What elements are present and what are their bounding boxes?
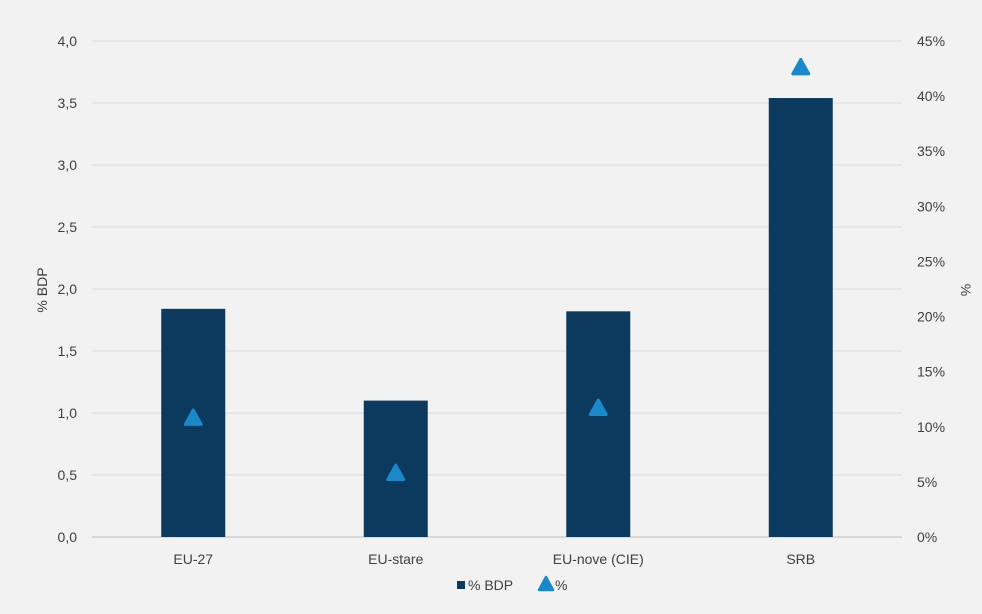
left-tick-label: 0,0 [58, 529, 78, 545]
right-tick-label: 25% [917, 253, 945, 269]
category-label: EU-nove (CIE) [553, 551, 644, 567]
gridlines [92, 40, 902, 538]
left-axis-title: % BDP [34, 267, 50, 312]
left-tick-label: 2,0 [58, 281, 78, 297]
right-tick-label: 45% [917, 33, 945, 49]
left-axis-ticks: 0,0 0,5 1,0 1,5 2,0 2,5 3,0 3,5 4,0 [58, 33, 78, 545]
right-tick-label: 5% [917, 474, 937, 490]
marker-series [183, 57, 811, 481]
right-tick-label: 15% [917, 364, 945, 380]
legend-bar-label: % BDP [468, 577, 513, 593]
bar [566, 311, 631, 537]
left-tick-label: 3,5 [58, 95, 78, 111]
triangle-marker [183, 408, 203, 426]
legend-bar-swatch [457, 581, 465, 589]
left-tick-label: 0,5 [58, 467, 78, 483]
category-label: SRB [786, 551, 815, 567]
legend-marker-label: % [555, 577, 567, 593]
bar [768, 98, 833, 537]
category-label: EU-stare [368, 551, 423, 567]
category-label: EU-27 [173, 551, 213, 567]
triangle-marker [386, 463, 406, 481]
left-tick-label: 2,5 [58, 219, 78, 235]
legend-marker-swatch [537, 575, 555, 592]
left-tick-label: 3,0 [58, 157, 78, 173]
triangle-marker [791, 57, 811, 76]
bar-series [161, 98, 833, 537]
right-tick-label: 10% [917, 419, 945, 435]
left-tick-label: 4,0 [58, 33, 78, 49]
right-tick-label: 35% [917, 143, 945, 159]
right-axis-title: % [958, 284, 974, 296]
right-axis-ticks: 0% 5% 10% 15% 20% 25% 30% 35% 40% 45% [917, 33, 945, 545]
left-tick-label: 1,5 [58, 343, 78, 359]
right-tick-label: 40% [917, 88, 945, 104]
category-axis-ticks: EU-27 EU-stare EU-nove (CIE) SRB [173, 551, 815, 567]
triangle-marker [588, 398, 608, 416]
right-tick-label: 30% [917, 198, 945, 214]
left-tick-label: 1,0 [58, 405, 78, 421]
right-tick-label: 20% [917, 309, 945, 325]
legend: % BDP% [457, 575, 567, 593]
right-tick-label: 0% [917, 529, 937, 545]
